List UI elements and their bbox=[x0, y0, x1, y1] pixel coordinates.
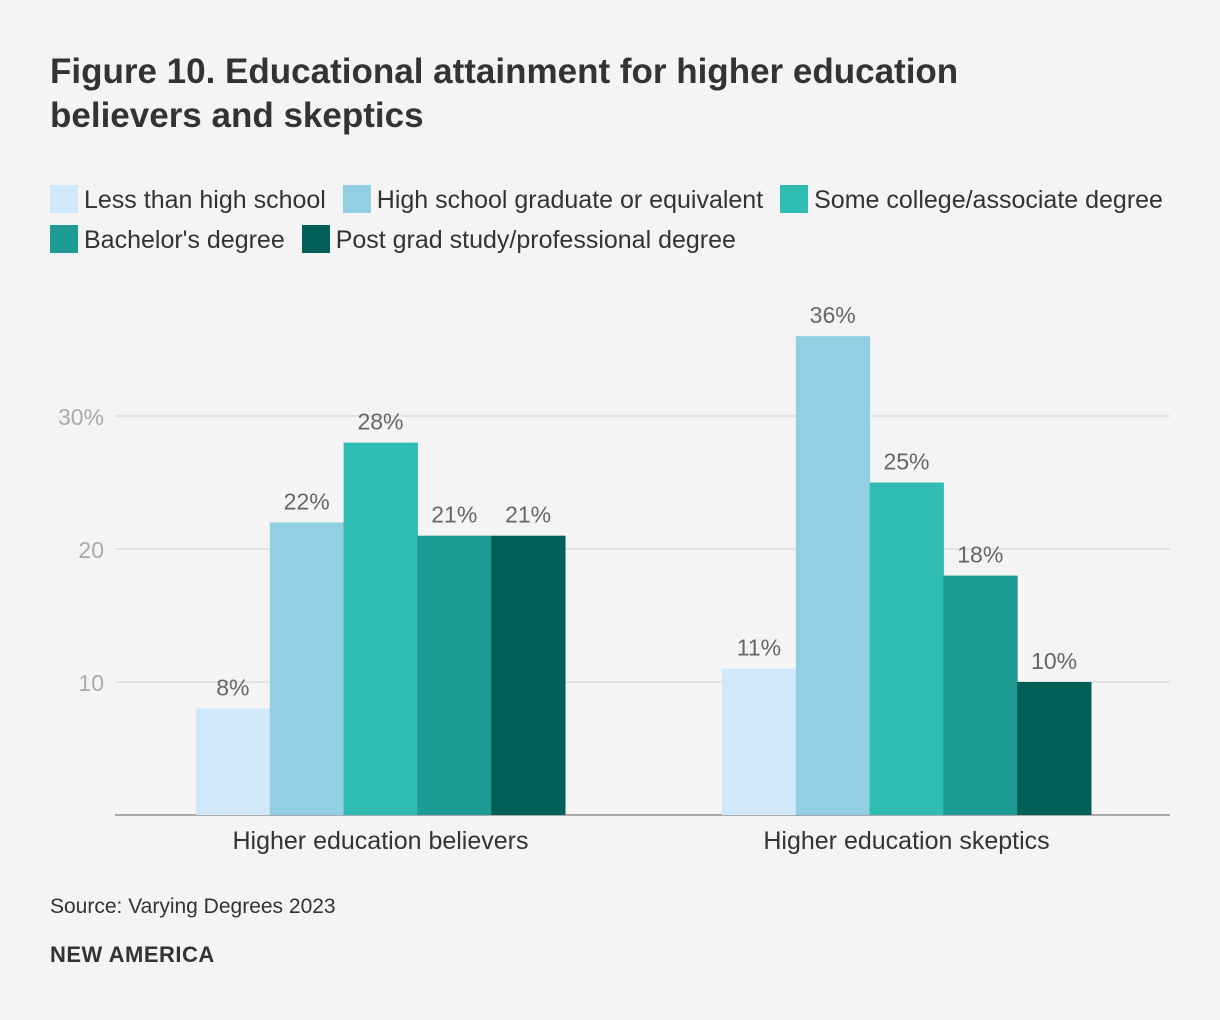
legend-swatch bbox=[780, 185, 809, 213]
source-note: Source: Varying Degrees 2023 bbox=[50, 895, 336, 918]
legend-item: Less than high school bbox=[50, 185, 326, 214]
legend-label: Some college/associate degree bbox=[814, 186, 1163, 214]
data-label: 11% bbox=[737, 635, 781, 661]
bar bbox=[722, 668, 797, 815]
legend-swatch bbox=[301, 225, 330, 253]
data-label: 21% bbox=[505, 502, 551, 528]
bar bbox=[269, 522, 345, 815]
y-tick-label: 20 bbox=[78, 537, 104, 563]
legend-label: Post grad study/professional degree bbox=[335, 226, 736, 254]
bar bbox=[943, 575, 1018, 815]
legend-label: High school graduate or equivalent bbox=[376, 186, 764, 214]
legend-item: Bachelor's degree bbox=[50, 225, 285, 254]
bar bbox=[795, 336, 871, 815]
data-label: 21% bbox=[431, 502, 477, 528]
legend-item: Post grad study/professional degree bbox=[301, 225, 736, 254]
bar bbox=[869, 482, 944, 815]
legend-item: Some college/associate degree bbox=[780, 185, 1163, 214]
y-tick-label: 30% bbox=[58, 404, 104, 430]
data-label: 18% bbox=[957, 542, 1003, 568]
y-tick-label: 10 bbox=[78, 670, 104, 696]
legend-label: Bachelor's degree bbox=[84, 226, 285, 254]
data-label: 25% bbox=[883, 449, 929, 475]
brand-logo: NEW AMERICA bbox=[50, 942, 215, 967]
legend-swatch bbox=[50, 185, 78, 213]
bar bbox=[1017, 682, 1092, 815]
bar bbox=[491, 535, 566, 815]
x-category-label: Higher education believers bbox=[232, 827, 528, 855]
bar bbox=[417, 535, 492, 815]
x-category-label: Higher education skeptics bbox=[763, 827, 1049, 855]
data-label: 22% bbox=[284, 488, 330, 514]
legend-item: High school graduate or equivalent bbox=[342, 185, 764, 214]
bar bbox=[343, 442, 418, 815]
data-label: 10% bbox=[1031, 648, 1077, 674]
legend-swatch bbox=[50, 225, 78, 253]
data-label: 8% bbox=[216, 675, 249, 701]
legend-label: Less than high school bbox=[84, 186, 326, 214]
data-label: 28% bbox=[357, 409, 403, 435]
legend-swatch bbox=[342, 185, 371, 213]
bar bbox=[196, 708, 271, 815]
data-label: 36% bbox=[810, 302, 856, 328]
legend: Less than high school High school gradua… bbox=[50, 180, 1190, 260]
chart-title: Figure 10. Educational attainment for hi… bbox=[50, 52, 959, 135]
